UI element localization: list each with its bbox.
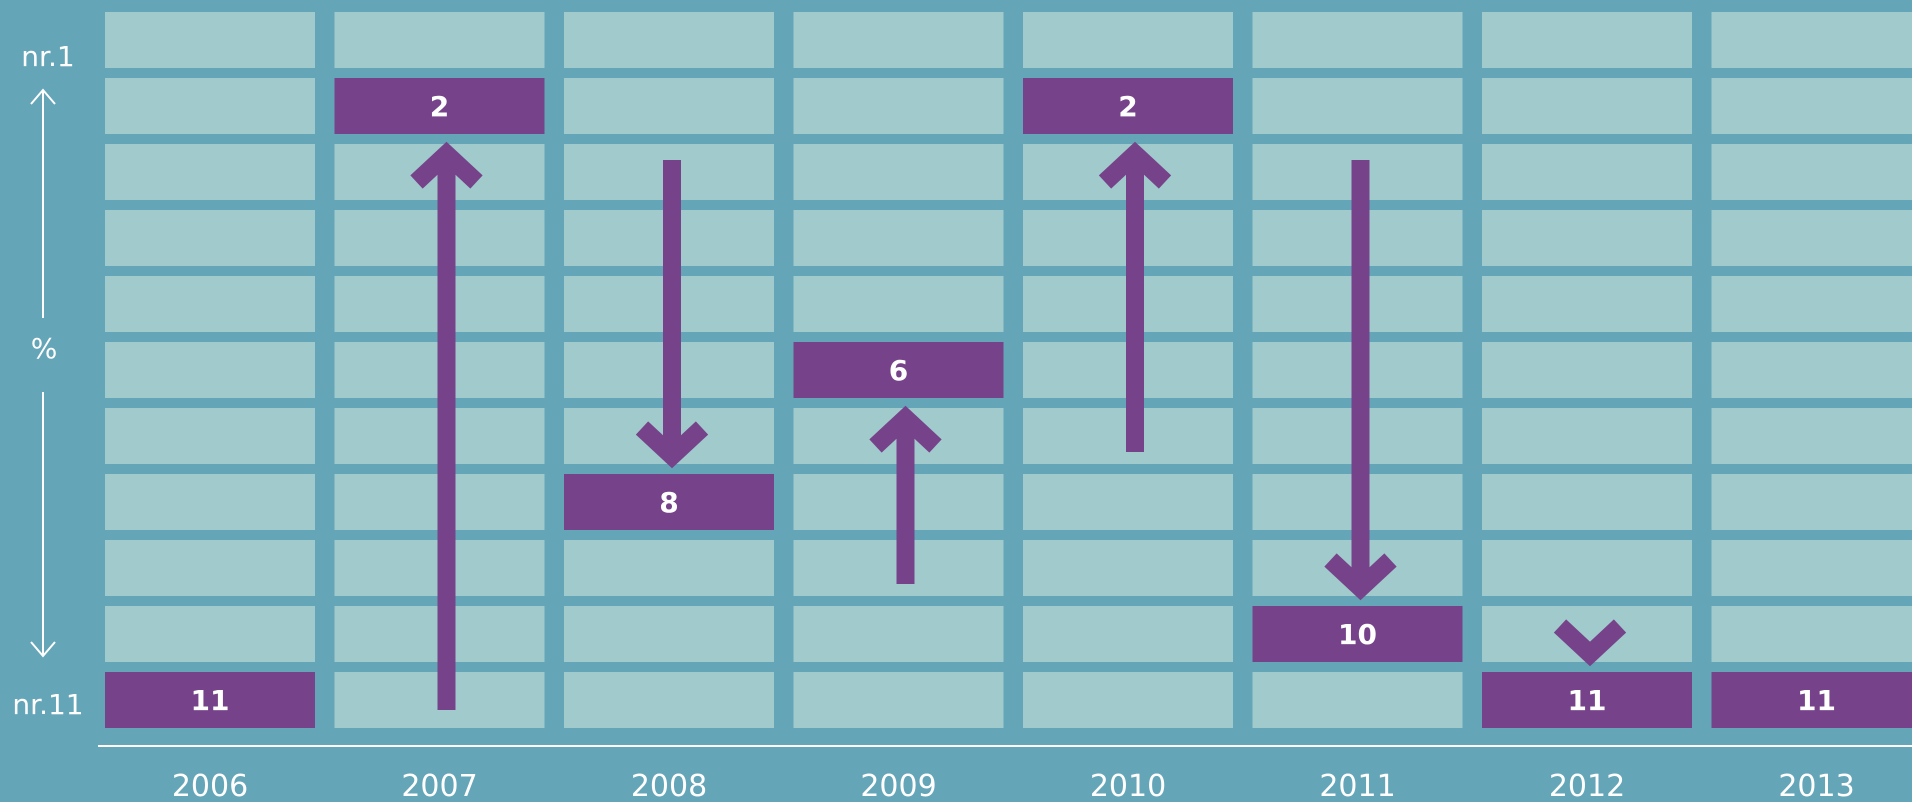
y-axis: nr.1 % nr.11 (12, 40, 83, 721)
grid-cell (105, 144, 315, 200)
y-axis-middle-label: % (31, 332, 58, 365)
grid-cell (1711, 342, 1912, 398)
grid-cell (1482, 144, 1692, 200)
grid-cell (105, 276, 315, 332)
rank-value-labels: 11 2 8 6 2 10 11 11 (191, 90, 1836, 717)
grid-cell (564, 78, 774, 134)
grid-cell (1482, 12, 1692, 68)
grid-cell (1023, 606, 1233, 662)
y-axis-down-arrowhead (30, 641, 56, 658)
grid-cell (1482, 342, 1692, 398)
movement-arrow-2012 (1553, 619, 1627, 667)
rank-value-label: 10 (1338, 618, 1377, 651)
grid-cell (1023, 540, 1233, 596)
rank-value-label: 11 (1797, 684, 1836, 717)
grid-cell (1252, 12, 1463, 68)
grid-cell (564, 606, 774, 662)
x-tick-label: 2008 (631, 769, 707, 802)
grid-cell (1711, 78, 1912, 134)
grid-cell (793, 78, 1004, 134)
rank-value-label: 11 (191, 684, 230, 717)
y-axis-bottom-label: nr.11 (12, 688, 83, 721)
grid-cell (1482, 276, 1692, 332)
rank-bar-2009 (793, 342, 1004, 398)
grid-cell (1482, 210, 1692, 266)
movement-arrow-2007 (410, 141, 483, 710)
x-axis-tick-labels: 2006 2007 2008 2009 2010 2011 2012 2013 (172, 769, 1855, 802)
rank-value-label: 8 (659, 486, 678, 519)
grid-cell (334, 12, 545, 68)
grid-cell (105, 78, 315, 134)
grid-cell (105, 342, 315, 398)
movement-arrow-2009 (869, 405, 942, 584)
grid-cell (1711, 12, 1912, 68)
grid-cell (1711, 474, 1912, 530)
grid-cell (1023, 474, 1233, 530)
rank-bar-2010 (1023, 78, 1233, 134)
x-tick-label: 2009 (860, 769, 936, 802)
grid-cell (105, 606, 315, 662)
grid-cell (1711, 606, 1912, 662)
grid-cell (793, 210, 1004, 266)
grid-cell (1711, 408, 1912, 464)
grid-cell (1711, 276, 1912, 332)
rank-bar-2013 (1711, 672, 1912, 728)
movement-arrow-2011 (1324, 160, 1397, 601)
rank-bar-2007 (334, 78, 545, 134)
grid-cell (564, 12, 774, 68)
grid-cell (1711, 540, 1912, 596)
grid-cell (105, 474, 315, 530)
grid-cell (564, 672, 774, 728)
grid-cell (105, 210, 315, 266)
x-tick-label: 2007 (401, 769, 477, 802)
grid-cell (105, 12, 315, 68)
y-axis-up-arrowhead (30, 88, 56, 105)
grid-cell (1252, 78, 1463, 134)
movement-arrows (410, 141, 1627, 710)
x-tick-label: 2013 (1778, 769, 1854, 802)
grid-cell (793, 672, 1004, 728)
grid-cell (793, 144, 1004, 200)
rank-bar-2006 (105, 672, 315, 728)
grid-cell (793, 606, 1004, 662)
movement-arrow-2008 (635, 160, 709, 469)
y-axis-top-label: nr.1 (21, 40, 74, 73)
rank-value-label: 6 (889, 354, 908, 387)
grid-cell (1252, 672, 1463, 728)
rank-highlights (105, 78, 1912, 728)
grid-cell (1711, 210, 1912, 266)
grid-cell (1482, 540, 1692, 596)
rank-value-label: 11 (1568, 684, 1607, 717)
rank-bar-2011 (1252, 606, 1463, 662)
grid-cell (564, 540, 774, 596)
grid-cell (793, 12, 1004, 68)
grid-cell (1023, 12, 1233, 68)
rank-bar-2012 (1482, 672, 1692, 728)
grid-cell (1711, 144, 1912, 200)
grid-cell (1023, 672, 1233, 728)
grid-cell (105, 408, 315, 464)
x-tick-label: 2010 (1090, 769, 1166, 802)
x-tick-label: 2006 (172, 769, 248, 802)
grid-cell (1482, 408, 1692, 464)
x-tick-label: 2011 (1319, 769, 1395, 802)
rank-bar-2008 (564, 474, 774, 530)
grid-cell (1482, 78, 1692, 134)
rank-value-label: 2 (1118, 90, 1137, 123)
movement-arrow-2010 (1098, 141, 1172, 452)
grid-cell (793, 276, 1004, 332)
x-tick-label: 2012 (1549, 769, 1625, 802)
grid-cell (105, 540, 315, 596)
rank-value-label: 2 (430, 90, 449, 123)
grid-cell (1482, 474, 1692, 530)
